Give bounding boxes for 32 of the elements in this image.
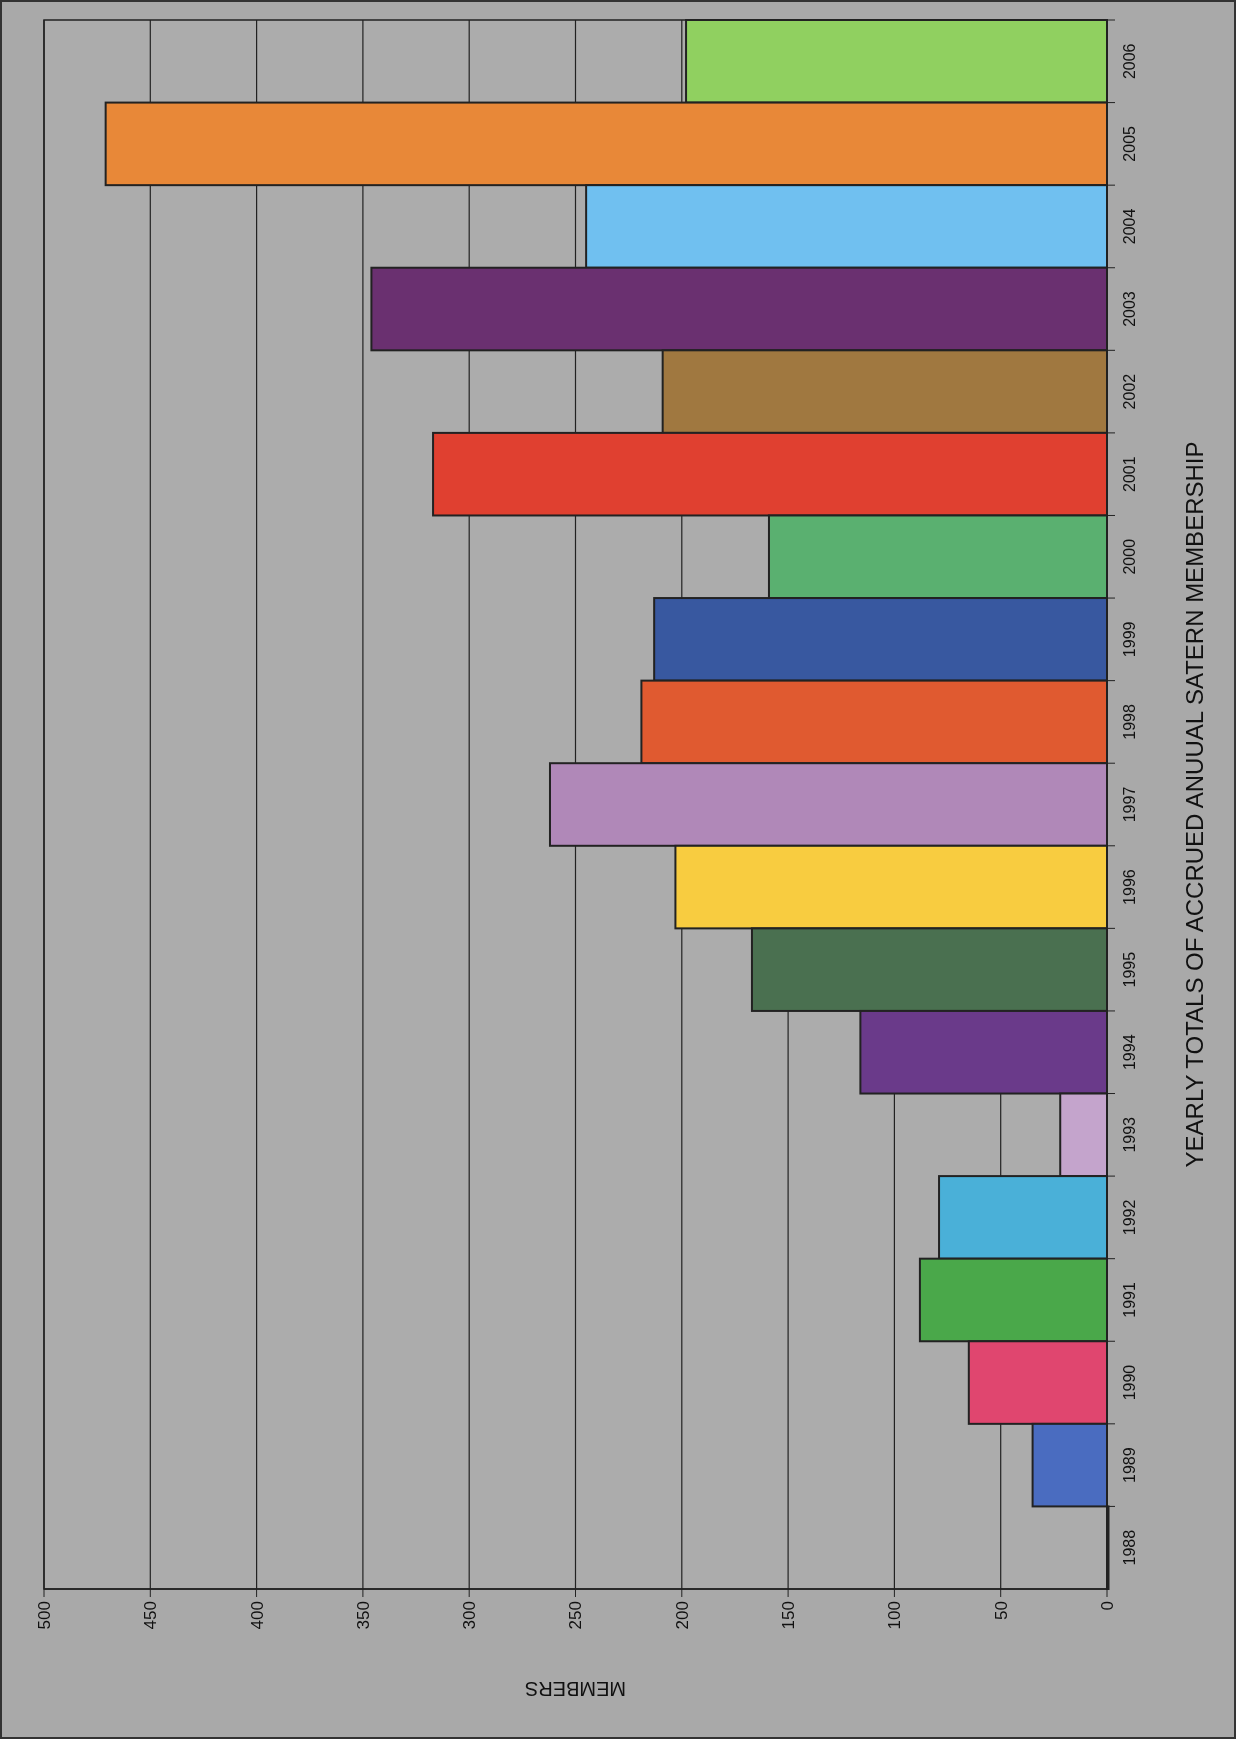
x-tick-label: 200: [672, 1601, 692, 1630]
y-tick-label: 1997: [1120, 786, 1138, 823]
y-tick-label: 1988: [1120, 1529, 1138, 1566]
y-tick-label: 2000: [1120, 538, 1138, 575]
y-tick-label: 1992: [1120, 1199, 1138, 1236]
y-tick-label: 2003: [1120, 291, 1138, 327]
x-tick-label: 450: [141, 1601, 161, 1630]
y-tick-label: 1991: [1120, 1282, 1138, 1318]
x-tick-label: 250: [566, 1601, 586, 1630]
y-tick-label: 1990: [1120, 1364, 1138, 1401]
y-tick-label: 1995: [1120, 951, 1138, 988]
x-tick-label: 500: [34, 1601, 54, 1630]
y-tick-label: 2005: [1120, 125, 1138, 162]
x-tick-label: 150: [779, 1601, 799, 1630]
x-tick-label: 350: [353, 1601, 373, 1630]
x-tick-label: 400: [247, 1601, 267, 1630]
y-tick-label: 1989: [1120, 1447, 1138, 1483]
x-axis-title: MEMBERS: [524, 1678, 627, 1700]
y-tick-label: 2006: [1120, 43, 1138, 80]
x-tick-label: 300: [460, 1601, 480, 1630]
y-tick-label: 1998: [1120, 704, 1138, 740]
x-tick-label: 0: [1097, 1601, 1117, 1611]
y-tick-label: 1996: [1120, 869, 1138, 905]
y-tick-label: 2001: [1120, 456, 1138, 492]
y-tick-label: 2004: [1120, 208, 1138, 245]
y-tick-label: 1994: [1120, 1034, 1138, 1071]
x-tick-label: 50: [991, 1601, 1011, 1620]
y-tick-label: 2002: [1120, 373, 1138, 410]
y-tick-label: 1999: [1120, 621, 1138, 658]
y-tick-label: 1993: [1120, 1116, 1138, 1153]
y-axis-title: YEARLY TOTALS OF ACCRUED ANUUAL SATERN MEMBERSHIP: [1181, 441, 1209, 1168]
x-tick-label: 100: [885, 1601, 905, 1630]
